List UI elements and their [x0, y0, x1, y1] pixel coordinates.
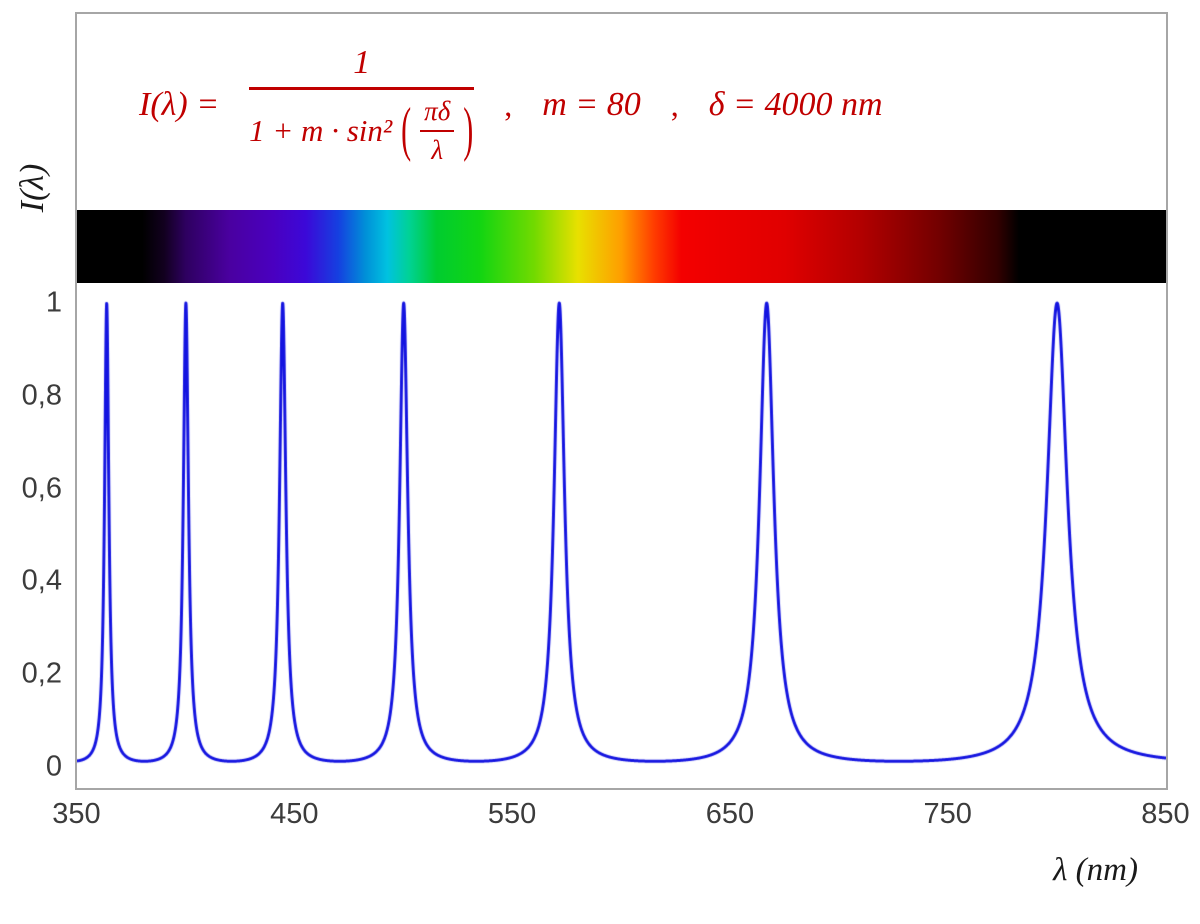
y-axis-title: I(λ) [14, 163, 51, 213]
formula-lhs: I(λ) = [139, 86, 220, 123]
y-tick-label: 0,4 [21, 564, 62, 597]
x-tick-label: 350 [52, 798, 101, 830]
y-tick-label: 1 [45, 286, 62, 319]
inner-fraction: πδ λ [420, 96, 455, 166]
x-tick-label: 850 [1141, 798, 1190, 830]
formula: I(λ) = 1 1 + m · sin² ( πδ λ ) , m = 80 … [139, 30, 883, 180]
fraction-numerator: 1 [353, 44, 371, 81]
parameter-delta: δ = 4000 nm [708, 86, 883, 123]
intensity-curve-canvas [77, 284, 1166, 770]
close-paren: ) [463, 97, 474, 163]
x-tick-label: 750 [923, 798, 972, 830]
y-tick-label: 0 [45, 750, 62, 783]
inner-numerator: πδ [424, 96, 451, 126]
fraction-denominator: 1 + m · sin² ( πδ λ ) [249, 90, 474, 166]
fraction-bar [249, 87, 475, 90]
y-tick-label: 0,8 [21, 379, 62, 412]
denominator-prefix: 1 + m · sin² [249, 113, 393, 148]
y-tick-label: 0,6 [21, 472, 62, 505]
formula-comma-1: , [504, 86, 513, 123]
plot-frame: I(λ) = 1 1 + m · sin² ( πδ λ ) , m = 80 … [75, 12, 1168, 790]
formula-fraction: 1 1 + m · sin² ( πδ λ ) [249, 44, 475, 166]
x-tick-label: 550 [487, 798, 537, 830]
y-tick-label: 0,2 [21, 657, 62, 690]
inner-denominator: λ [431, 135, 444, 165]
open-paren: ( [401, 97, 412, 163]
x-tick-label: 450 [270, 798, 319, 830]
x-tick-label: 650 [705, 798, 755, 830]
formula-comma-2: , [670, 86, 679, 123]
x-axis-title: λ (nm) [1053, 852, 1138, 888]
parameter-m: m = 80 [542, 86, 641, 123]
spectrum-bar [77, 210, 1166, 283]
inner-fraction-bar [420, 130, 455, 132]
